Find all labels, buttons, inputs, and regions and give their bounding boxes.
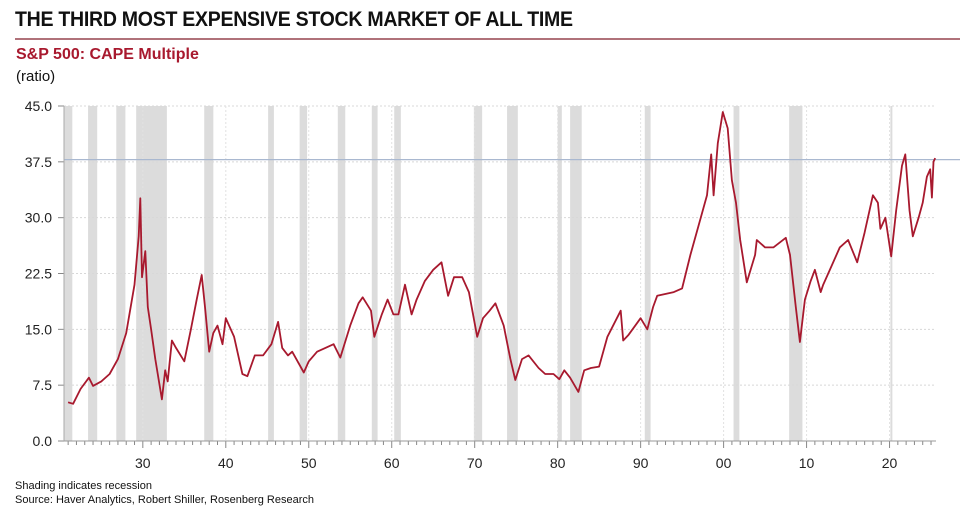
recession-band [890,106,893,441]
y-tick-label: 7.5 [33,377,53,393]
series-group [67,111,937,405]
gridlines [64,105,936,441]
axes: 0.0 7.5 15.0 22.5 30.0 37.5 45.0 30 40 50 60 70 80 90… [25,98,936,471]
page-title: THE THIRD MOST EXPENSIVE STOCK MARKET OF… [15,8,573,31]
y-tick-label: 37.5 [25,154,52,170]
x-tick-label: 90 [633,455,649,471]
source-note: Source: Haver Analytics, Robert Shiller,… [15,494,314,506]
shading-note: Shading indicates recession [15,480,152,492]
y-tick-label: 22.5 [25,266,52,282]
chart-title: S&P 500: CAPE Multiple [16,46,199,63]
y-tick-label: 0.0 [33,433,53,449]
x-tick-label: 40 [218,455,234,471]
recession-band [557,106,562,441]
recession-band [789,106,803,441]
x-tick-label: 70 [467,455,483,471]
recession-band [570,106,582,441]
y-tick-label: 45.0 [25,98,52,114]
title-divider [15,38,960,40]
recession-band [299,106,308,441]
y-tick-label: 30.0 [25,210,52,226]
x-tick-label: 60 [384,455,400,471]
x-tick-label: 00 [716,455,732,471]
recession-band [371,106,378,441]
x-tick-label: 20 [882,455,898,471]
cape-line [67,111,937,405]
recession-band [268,106,274,441]
x-tick-label: 10 [799,455,815,471]
recession-band [473,106,483,441]
y-tick-label: 15.0 [25,321,52,337]
recession-band [644,106,651,441]
x-tick-label: 50 [301,455,317,471]
x-tick-label: 30 [135,455,151,471]
y-axis-unit: (ratio) [16,68,56,85]
x-tick-label: 80 [550,455,566,471]
